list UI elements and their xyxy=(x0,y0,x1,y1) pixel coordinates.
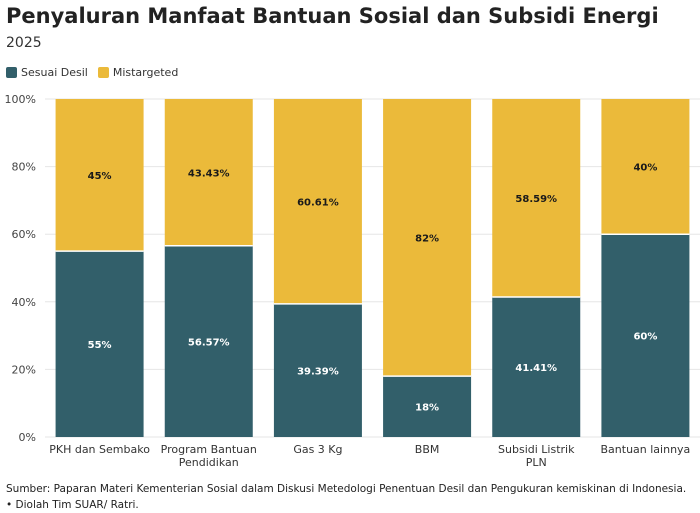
bar-sesuai-desil xyxy=(55,251,144,437)
bar-sesuai-desil xyxy=(492,297,581,437)
x-category-label: Bantuan lainnya xyxy=(601,443,691,456)
y-tick-label: 100% xyxy=(5,93,36,106)
data-label-mistargeted: 82% xyxy=(415,234,439,245)
y-tick-label: 20% xyxy=(12,363,36,376)
x-category-label: BBM xyxy=(415,443,440,456)
chart-subtitle: 2025 xyxy=(6,35,42,51)
legend-swatch-mistargeted xyxy=(97,67,109,78)
legend-label-mistargeted: Mistargeted xyxy=(112,66,179,79)
data-label-mistargeted: 45% xyxy=(88,171,112,182)
legend: Sesuai Desil Mistargeted xyxy=(6,66,178,79)
data-label-sesuai-desil: 55% xyxy=(88,340,112,351)
bar-sesuai-desil xyxy=(164,245,253,437)
bar-sesuai-desil xyxy=(601,234,690,437)
data-label-sesuai-desil: 18% xyxy=(415,403,439,414)
legend-item-sesuai: Sesuai Desil xyxy=(6,66,88,79)
x-category-label: Program Bantuan Pendidikan xyxy=(161,443,257,469)
bar-mistargeted xyxy=(383,99,472,377)
bar-mistargeted xyxy=(273,99,362,304)
data-label-sesuai-desil: 41.41% xyxy=(515,363,557,374)
data-label-mistargeted: 60.61% xyxy=(297,197,339,208)
legend-swatch-sesuai xyxy=(6,67,17,78)
y-tick-label: 0% xyxy=(19,431,36,444)
bar-mistargeted xyxy=(164,99,253,246)
x-category-label: PKH dan Sembako xyxy=(49,443,150,456)
y-tick-label: 60% xyxy=(12,228,36,241)
data-label-sesuai-desil: 60% xyxy=(633,332,657,343)
bar-sesuai-desil xyxy=(273,303,362,437)
bar-mistargeted xyxy=(492,99,581,298)
data-label-mistargeted: 40% xyxy=(633,163,657,174)
chart-title: Penyaluran Manfaat Bantuan Sosial dan Su… xyxy=(6,4,659,28)
legend-label-sesuai: Sesuai Desil xyxy=(21,66,88,79)
credit-note: • Diolah Tim SUAR/ Ratri. xyxy=(6,499,139,511)
legend-item-mistargeted: Mistargeted xyxy=(97,66,179,79)
y-tick-label: 40% xyxy=(12,296,36,309)
source-note: Sumber: Paparan Materi Kementerian Sosia… xyxy=(6,483,687,495)
footer: Sumber: Paparan Materi Kementerian Sosia… xyxy=(6,481,686,513)
data-label-sesuai-desil: 39.39% xyxy=(297,366,339,377)
y-tick-label: 80% xyxy=(12,161,36,174)
data-label-mistargeted: 43.43% xyxy=(188,168,230,179)
x-category-label: Subsidi Listrik PLN xyxy=(498,443,575,469)
bar-sesuai-desil xyxy=(383,376,472,437)
data-label-mistargeted: 58.59% xyxy=(515,194,557,205)
data-label-sesuai-desil: 56.57% xyxy=(188,337,230,348)
x-category-label: Gas 3 Kg xyxy=(293,443,342,456)
bar-mistargeted xyxy=(601,99,690,235)
bar-mistargeted xyxy=(55,99,144,252)
stacked-bar-chart: 0% 20% 40% 60% 80% 100% 55% 45% PKH dan Sembako 5… xyxy=(5,93,700,469)
